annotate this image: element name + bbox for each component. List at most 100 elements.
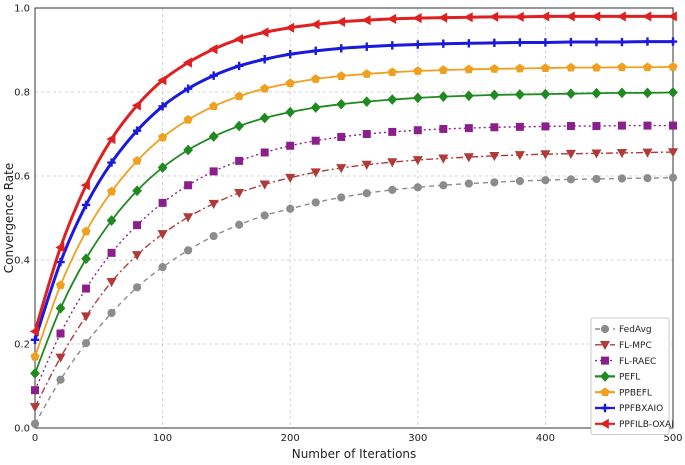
- data-point: [310, 19, 320, 30]
- data-point: [234, 61, 244, 71]
- data-point: [388, 41, 397, 50]
- data-point: [286, 50, 295, 59]
- data-point: [106, 133, 116, 145]
- data-point: [233, 34, 244, 45]
- data-point: [259, 112, 270, 124]
- data-point: [592, 122, 601, 131]
- data-point: [515, 38, 525, 47]
- series-pefl: [30, 87, 678, 379]
- legend: FedAvg FL-MPC FL-RAEC PEFL PPBEFL PPFBXAIO PPF…: [590, 317, 674, 435]
- series-line: [34, 176, 674, 425]
- x-tick-label: 400: [536, 433, 555, 444]
- data-point: [56, 329, 65, 338]
- data-point: [566, 175, 576, 184]
- data-point: [209, 167, 218, 176]
- data-point: [464, 39, 474, 48]
- data-point: [642, 148, 653, 158]
- legend-entry: FL-RAEC: [595, 356, 656, 367]
- x-tick-label: 200: [281, 433, 300, 444]
- x-axis-ticks: 0 100 200 300 400 500: [32, 433, 683, 444]
- x-tick-label: 100: [153, 433, 172, 444]
- data-point: [412, 156, 423, 166]
- series-line: [34, 124, 673, 391]
- data-point: [260, 148, 269, 157]
- data-point: [235, 156, 244, 165]
- data-point: [592, 174, 601, 184]
- data-point: [642, 87, 653, 99]
- data-point: [616, 11, 626, 22]
- data-point: [438, 91, 449, 102]
- data-point: [668, 37, 678, 46]
- y-tick-label: 0.8: [14, 88, 30, 99]
- data-point: [463, 12, 473, 23]
- data-point: [82, 284, 91, 293]
- data-point: [600, 324, 610, 334]
- data-point: [133, 221, 142, 230]
- data-point: [311, 46, 320, 56]
- legend-entry: PPFBXAIO: [595, 403, 663, 414]
- data-point: [591, 149, 602, 159]
- data-point: [311, 198, 320, 207]
- data-point: [336, 164, 347, 174]
- legend-label: PEFL: [619, 373, 640, 383]
- data-point: [157, 230, 168, 240]
- y-axis-ticks: 0.0 0.2 0.4 0.6 0.8 1.0: [14, 4, 30, 435]
- data-point: [387, 13, 397, 24]
- data-point: [413, 183, 422, 192]
- data-point: [412, 92, 423, 104]
- data-point: [566, 62, 576, 72]
- data-point: [387, 158, 398, 168]
- data-point: [29, 403, 41, 413]
- data-point: [565, 11, 575, 22]
- data-point: [669, 121, 677, 130]
- data-point: [310, 168, 321, 178]
- x-axis-label: Number of Iterations: [292, 447, 417, 461]
- data-point: [158, 102, 167, 111]
- data-point: [412, 13, 422, 24]
- data-point: [541, 38, 550, 47]
- data-point: [131, 100, 141, 111]
- data-point: [413, 126, 422, 135]
- data-point: [157, 162, 168, 173]
- data-point: [209, 101, 219, 111]
- data-point: [132, 251, 143, 261]
- data-point: [591, 62, 602, 72]
- data-point: [387, 94, 398, 105]
- data-point: [668, 61, 678, 71]
- y-tick-label: 0.6: [14, 172, 30, 183]
- data-point: [599, 340, 611, 351]
- data-point: [337, 132, 346, 141]
- data-point: [208, 44, 218, 55]
- data-point: [643, 174, 652, 183]
- data-point: [438, 154, 449, 164]
- data-point: [361, 15, 371, 26]
- series-line: [34, 151, 674, 408]
- data-point: [438, 65, 448, 75]
- grid: [34, 7, 674, 429]
- data-point: [600, 403, 610, 413]
- data-point: [158, 198, 167, 207]
- data-point: [388, 185, 397, 194]
- data-point: [413, 40, 422, 49]
- series-ppfilb-oxai: [29, 11, 677, 337]
- data-point: [55, 280, 66, 290]
- data-point: [336, 98, 347, 110]
- data-point: [540, 11, 550, 22]
- data-point: [617, 62, 627, 72]
- data-point: [600, 387, 610, 397]
- data-point: [541, 122, 550, 131]
- legend-label: PPBEFL: [619, 388, 652, 398]
- data-point: [30, 351, 40, 361]
- data-point: [208, 199, 219, 209]
- data-point: [362, 130, 371, 138]
- series-ppbefl: [30, 61, 678, 361]
- data-point: [182, 57, 192, 68]
- data-point: [362, 69, 372, 78]
- data-point: [464, 179, 473, 188]
- data-point: [336, 71, 346, 80]
- data-point: [286, 141, 295, 150]
- data-point: [388, 127, 397, 136]
- legend-label: PPFBXAIO: [619, 404, 663, 414]
- data-point: [439, 124, 448, 133]
- data-point: [183, 213, 194, 223]
